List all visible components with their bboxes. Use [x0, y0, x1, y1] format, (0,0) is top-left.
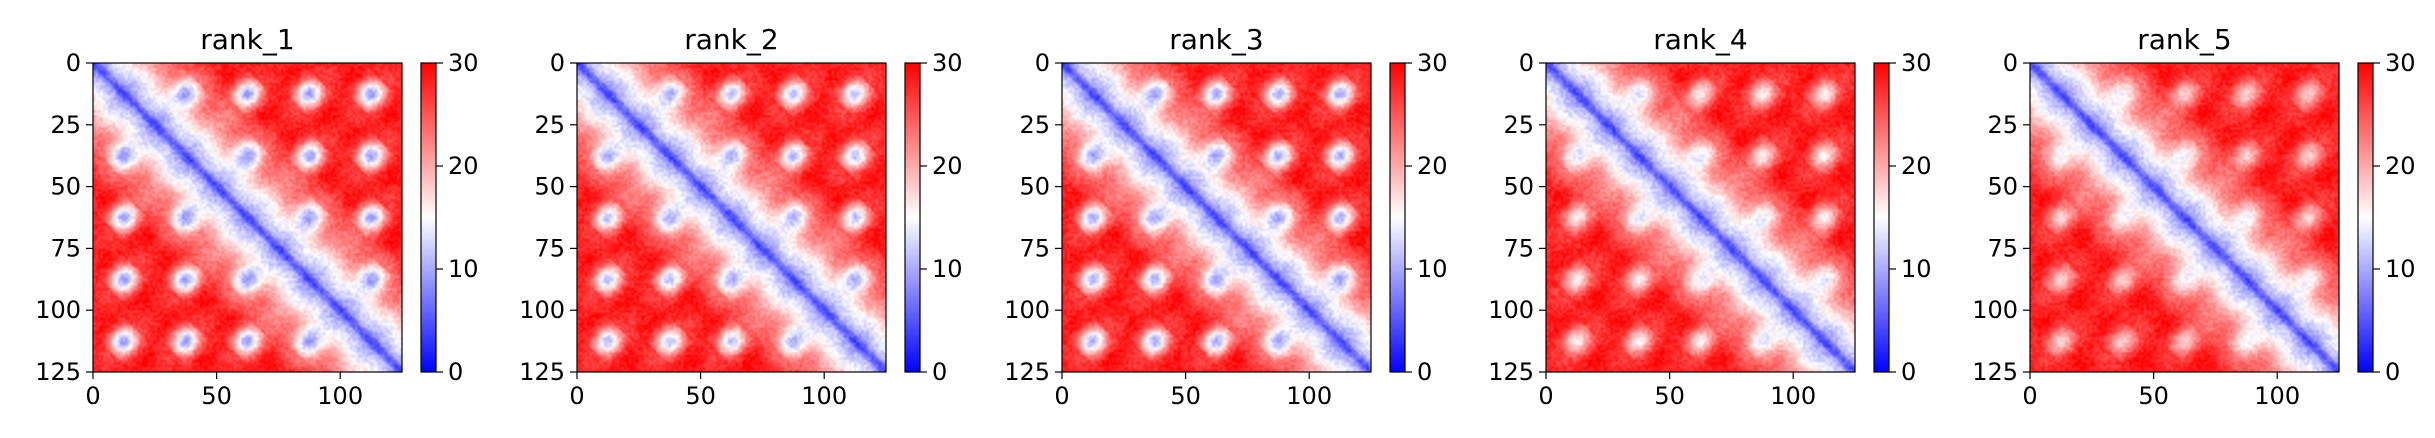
- y-tick-label: 25: [1503, 111, 1534, 139]
- colorbar: [1873, 62, 1890, 373]
- colorbar-tick-label: 0: [1417, 358, 1432, 386]
- colorbar-tick-label: 30: [1417, 49, 1448, 77]
- x-tick-label: 100: [801, 382, 847, 410]
- y-tick-label: 125: [1972, 358, 2018, 386]
- y-tick-label: 75: [534, 234, 565, 262]
- x-tick-label: 100: [1286, 382, 1332, 410]
- colorbar-tick-label: 10: [2385, 255, 2416, 283]
- y-tick-label: 125: [1004, 358, 1050, 386]
- colorbar-tick-label: 10: [1417, 255, 1448, 283]
- y-tick-label: 50: [534, 173, 565, 201]
- heatmap-frame: [1545, 62, 1856, 373]
- heatmap-frame: [576, 62, 887, 373]
- x-tick-label: 0: [1054, 382, 1069, 410]
- colorbar: [2357, 62, 2374, 373]
- y-tick-label: 100: [35, 296, 81, 324]
- x-tick-label: 0: [1538, 382, 1553, 410]
- x-tick-label: 100: [317, 382, 363, 410]
- y-tick-label: 100: [1004, 296, 1050, 324]
- y-tick-label: 125: [519, 358, 565, 386]
- y-tick-label: 25: [1019, 111, 1050, 139]
- y-tick-label: 0: [1519, 49, 1534, 77]
- x-tick-label: 0: [85, 382, 100, 410]
- y-tick-label: 75: [1503, 234, 1534, 262]
- heatmap-image: [577, 63, 886, 372]
- colorbar-tick-label: 30: [1901, 49, 1932, 77]
- heatmap-frame: [1061, 62, 1372, 373]
- y-tick-label: 0: [66, 49, 81, 77]
- colorbar: [1389, 62, 1406, 373]
- y-tick-label: 100: [519, 296, 565, 324]
- y-tick-label: 25: [534, 111, 565, 139]
- chart-title: rank_2: [684, 23, 778, 56]
- chart-title: rank_4: [1653, 23, 1747, 56]
- x-tick-label: 100: [1770, 382, 1816, 410]
- y-tick-label: 100: [1488, 296, 1534, 324]
- colorbar-tick-label: 10: [1901, 255, 1932, 283]
- x-tick-label: 50: [1654, 382, 1685, 410]
- colorbar-tick-label: 0: [2385, 358, 2400, 386]
- x-tick-label: 50: [201, 382, 232, 410]
- colorbar-tick-label: 20: [2385, 152, 2416, 180]
- chart-title: rank_5: [2137, 23, 2231, 56]
- heatmap-image: [2030, 63, 2339, 372]
- x-tick-label: 100: [2254, 382, 2300, 410]
- colorbar: [420, 62, 437, 373]
- colorbar-tick-label: 30: [932, 49, 963, 77]
- colorbar-tick-label: 20: [1901, 152, 1932, 180]
- x-tick-label: 50: [685, 382, 716, 410]
- y-tick-label: 75: [1987, 234, 2018, 262]
- y-tick-label: 0: [1035, 49, 1050, 77]
- chart-title: rank_1: [200, 23, 294, 56]
- y-tick-label: 50: [1019, 173, 1050, 201]
- colorbar-tick-label: 20: [448, 152, 479, 180]
- x-tick-label: 0: [569, 382, 584, 410]
- colorbar-tick-label: 20: [932, 152, 963, 180]
- heatmap-image: [1062, 63, 1371, 372]
- x-tick-label: 50: [1170, 382, 1201, 410]
- y-tick-label: 100: [1972, 296, 2018, 324]
- colorbar-tick-label: 0: [448, 358, 463, 386]
- colorbar-tick-label: 30: [448, 49, 479, 77]
- colorbar-tick-label: 20: [1417, 152, 1448, 180]
- colorbar-tick-label: 0: [1901, 358, 1916, 386]
- y-tick-label: 0: [2003, 49, 2018, 77]
- y-tick-label: 50: [1503, 173, 1534, 201]
- colorbar-tick-label: 10: [932, 255, 963, 283]
- colorbar-tick-label: 0: [932, 358, 947, 386]
- chart-title: rank_3: [1169, 23, 1263, 56]
- y-tick-label: 25: [1987, 111, 2018, 139]
- y-tick-label: 0: [550, 49, 565, 77]
- x-tick-label: 0: [2022, 382, 2037, 410]
- y-tick-label: 125: [1488, 358, 1534, 386]
- y-tick-label: 25: [50, 111, 81, 139]
- colorbar-tick-label: 30: [2385, 49, 2416, 77]
- x-tick-label: 50: [2138, 382, 2169, 410]
- y-tick-label: 75: [1019, 234, 1050, 262]
- y-tick-label: 50: [1987, 173, 2018, 201]
- y-tick-label: 75: [50, 234, 81, 262]
- y-tick-label: 125: [35, 358, 81, 386]
- colorbar-tick-label: 10: [448, 255, 479, 283]
- colorbar: [904, 62, 921, 373]
- heatmap-frame: [92, 62, 403, 373]
- heatmap-image: [1546, 63, 1855, 372]
- heatmap-image: [93, 63, 402, 372]
- y-tick-label: 50: [50, 173, 81, 201]
- heatmap-frame: [2029, 62, 2340, 373]
